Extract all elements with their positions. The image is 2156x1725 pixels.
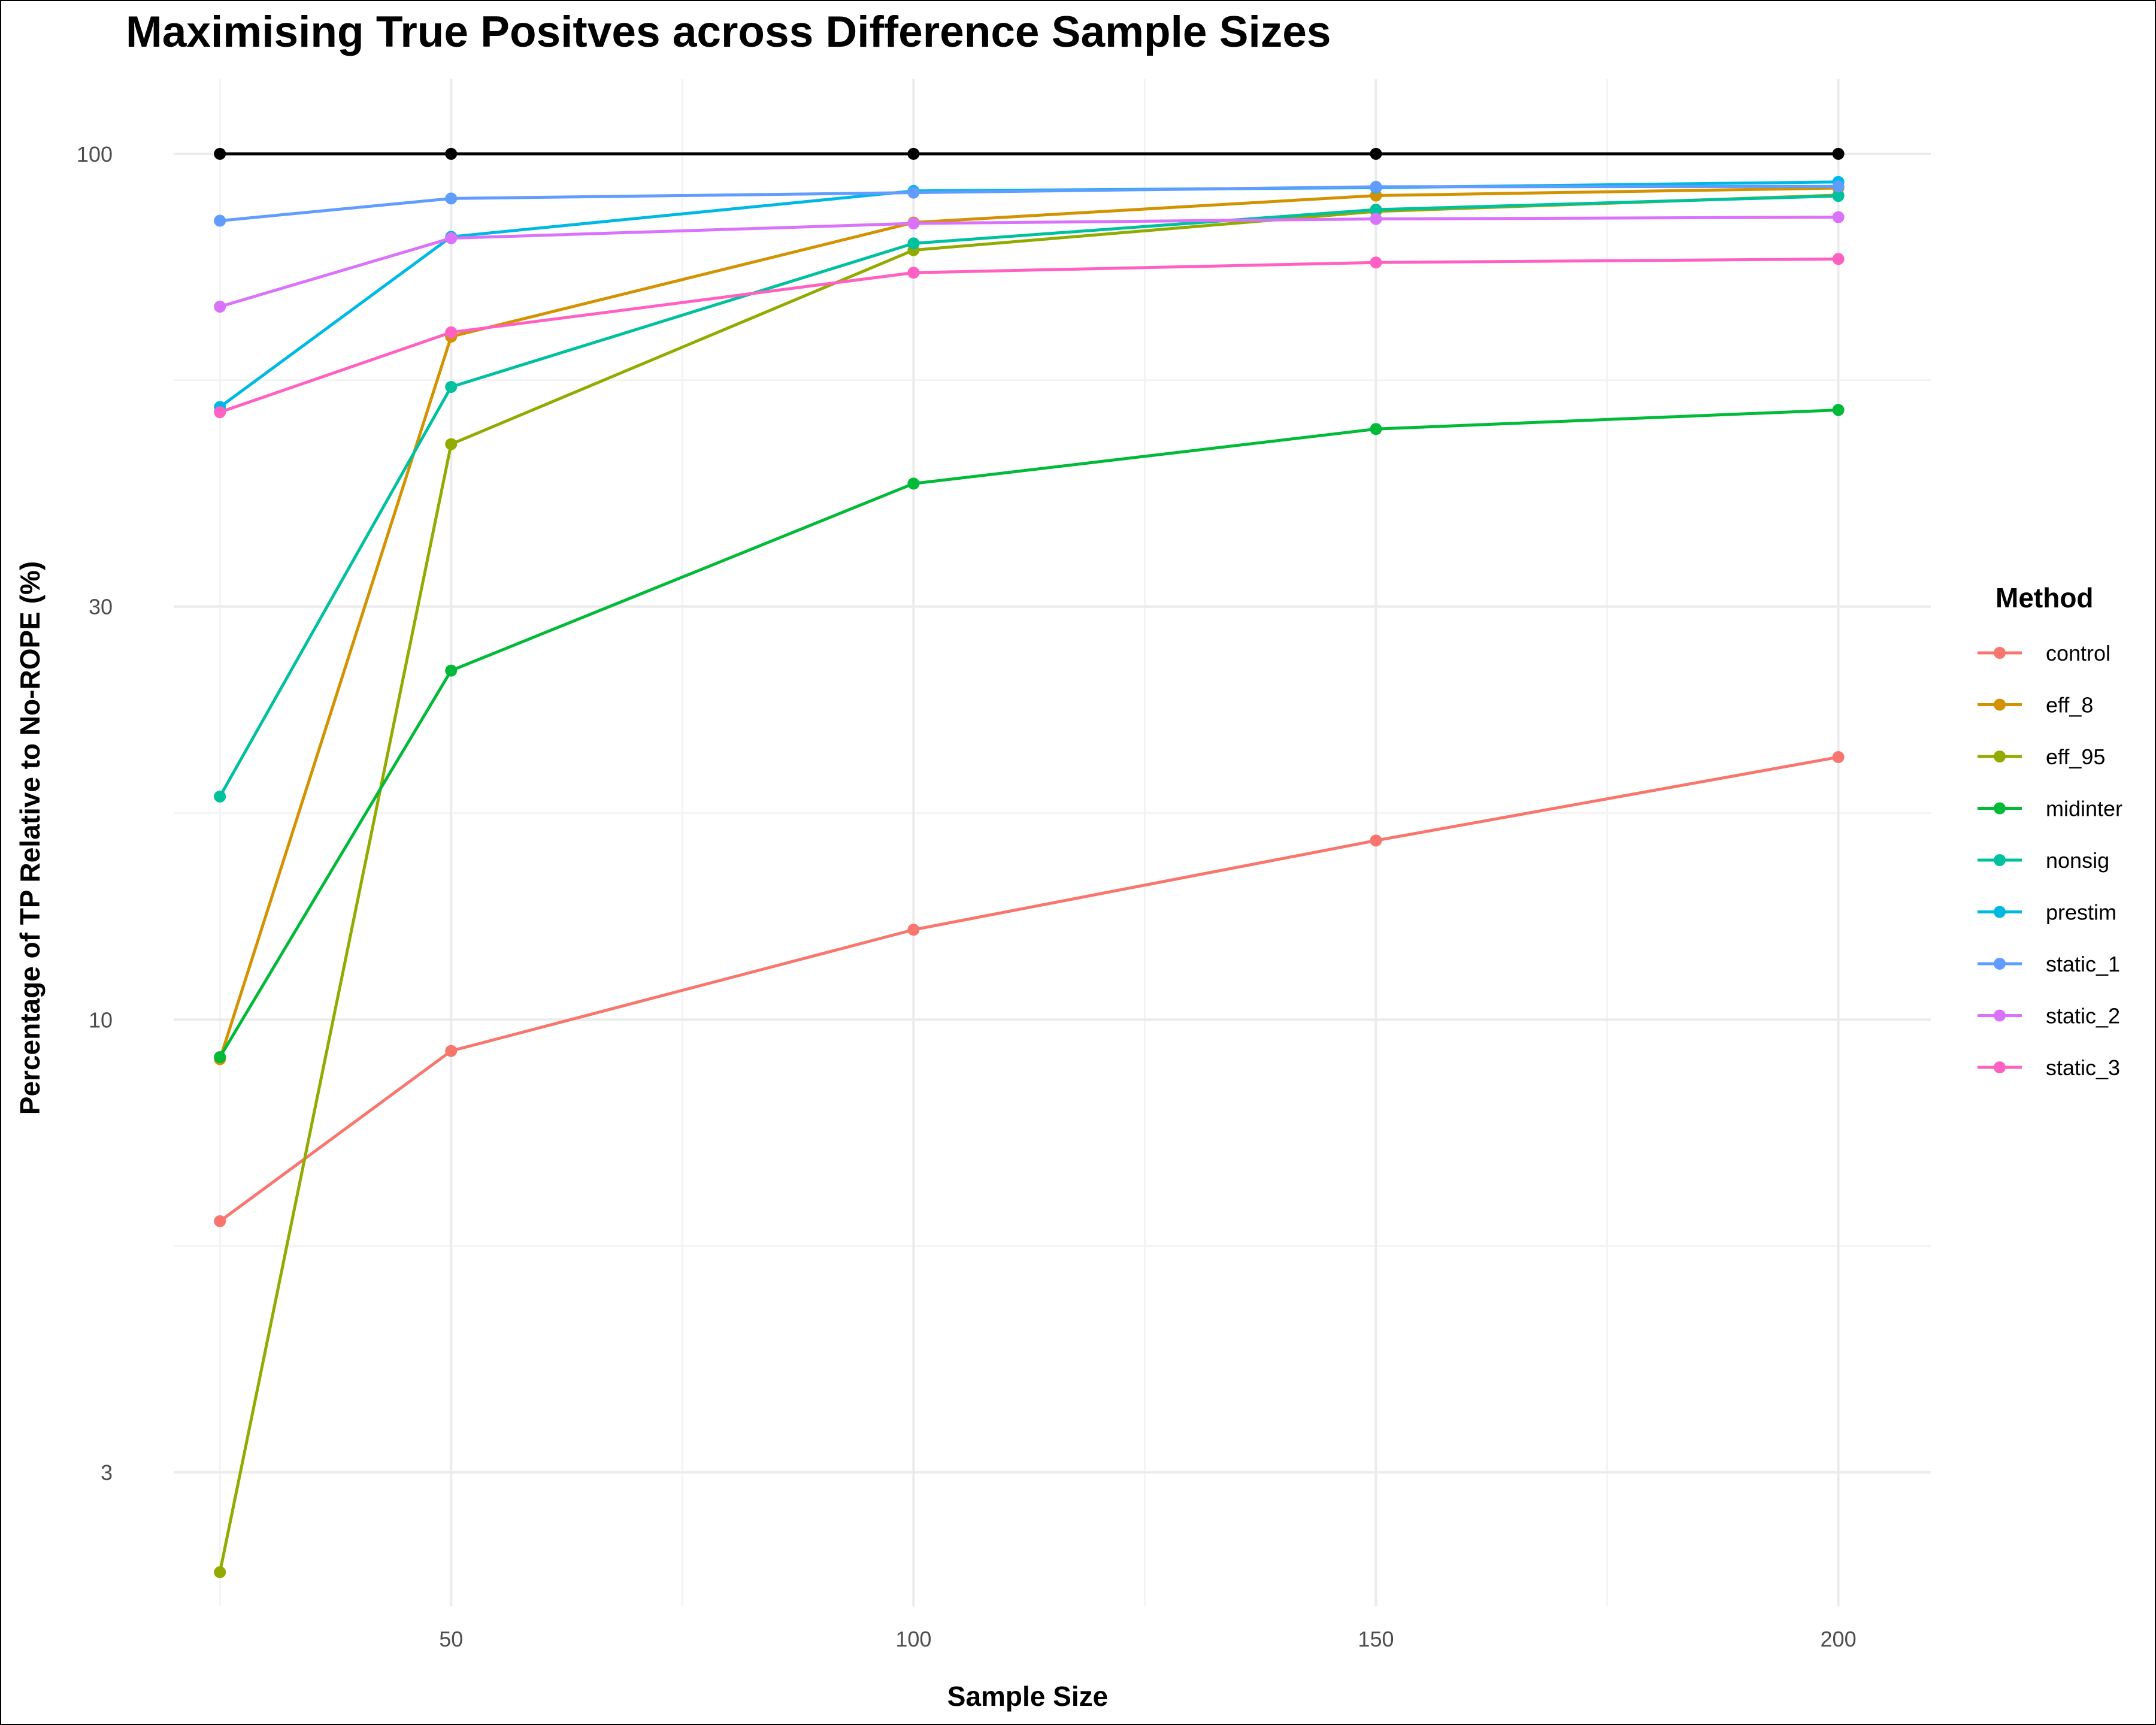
y-tick-label: 30 [89, 595, 113, 619]
series-static_3-point [445, 326, 458, 338]
series-nonsig-point [1370, 204, 1382, 216]
grid [174, 79, 1931, 1606]
x-axis-ticks: 50 100 150 200 [439, 1627, 1856, 1651]
series-static_2-point [214, 300, 226, 313]
y-axis-ticks: 3 10 30 100 [77, 142, 113, 1485]
legend-key-point [1994, 750, 2006, 762]
legend-label: prestim [2046, 900, 2116, 925]
series-eff_95-point [445, 438, 458, 450]
reference-point [1832, 147, 1845, 160]
series-static_1-point [1370, 180, 1382, 193]
reference-point [907, 147, 920, 160]
series-static_3-point [214, 406, 226, 419]
legend-key-point [1994, 906, 2006, 918]
series-control-point [907, 924, 920, 936]
legend-label: eff_95 [2046, 745, 2105, 769]
series-static_3-point [1370, 256, 1382, 269]
series-nonsig-point [445, 380, 458, 393]
chart-title: Maximising True Positves across Differen… [126, 8, 1331, 56]
series-control-point [1370, 834, 1382, 847]
series-midinter-point [1370, 423, 1382, 435]
series-nonsig-point [907, 237, 920, 250]
series-eff_95-line [218, 193, 1839, 1573]
reference-point [1370, 147, 1382, 160]
reference-point [445, 147, 458, 160]
series-static_3-point [1832, 253, 1845, 265]
legend-key-point [1994, 1009, 2006, 1022]
series-static_1-point [907, 186, 920, 199]
series-midinter-point [1832, 404, 1845, 416]
y-tick-label: 10 [89, 1007, 113, 1032]
series-static_1-point [214, 214, 226, 227]
x-tick-label: 100 [895, 1627, 931, 1651]
series-static_3-line [219, 257, 1839, 414]
series-nonsig-point [214, 790, 226, 803]
legend-key-point [1994, 802, 2006, 815]
legend-items: control eff_8 eff_95 midinter nonsig prestim s… [1978, 641, 2122, 1080]
legend-label: static_1 [2046, 952, 2120, 976]
series-static_2-point [445, 232, 458, 244]
reference-point [214, 147, 226, 160]
legend-title: Method [1995, 582, 2094, 613]
series-midinter-point [214, 1051, 226, 1063]
series-static_3-point [907, 267, 920, 279]
series-points [214, 147, 1845, 1578]
legend-label: control [2046, 641, 2110, 665]
legend-label: eff_8 [2046, 693, 2093, 718]
legend-key-point [1994, 958, 2006, 970]
legend-key-point [1994, 854, 2006, 866]
x-tick-label: 200 [1821, 1627, 1857, 1651]
series-midinter-point [907, 477, 920, 490]
legend-label: static_3 [2046, 1055, 2120, 1080]
legend-label: midinter [2046, 797, 2122, 821]
y-tick-label: 3 [101, 1460, 113, 1485]
series-nonsig-line [219, 194, 1839, 798]
series-static_1-point [445, 192, 458, 205]
legend-key-point [1994, 647, 2006, 659]
x-tick-label: 150 [1358, 1627, 1394, 1651]
series-static_2-point [1832, 211, 1845, 223]
series-control-point [1832, 751, 1845, 764]
x-axis-title: Sample Size [947, 1681, 1108, 1712]
series-control-line [219, 755, 1839, 1222]
legend-label: nonsig [2046, 848, 2109, 873]
series-static_1-point [1832, 180, 1845, 193]
legend: Method control eff_8 eff_95 midinter nonsig p… [1978, 582, 2122, 1080]
y-tick-label: 100 [77, 142, 113, 167]
x-tick-label: 50 [439, 1627, 463, 1651]
series-eff_95-point [214, 1566, 226, 1578]
legend-key-point [1994, 698, 2006, 711]
series-midinter-line [219, 408, 1839, 1058]
series-static_2-point [907, 217, 920, 230]
series-static_2-point [1370, 213, 1382, 225]
legend-key-point [1994, 1061, 2006, 1073]
y-axis-title: Percentage of TP Relative to No-ROPE (%) [14, 561, 46, 1115]
series-midinter-point [445, 664, 458, 677]
series-eff_8-line [218, 186, 1839, 1060]
series-control-point [214, 1215, 226, 1227]
series-control-point [445, 1045, 458, 1057]
legend-label: static_2 [2046, 1004, 2120, 1028]
series-lines [218, 152, 1839, 1573]
series-nonsig-point [1832, 190, 1845, 202]
